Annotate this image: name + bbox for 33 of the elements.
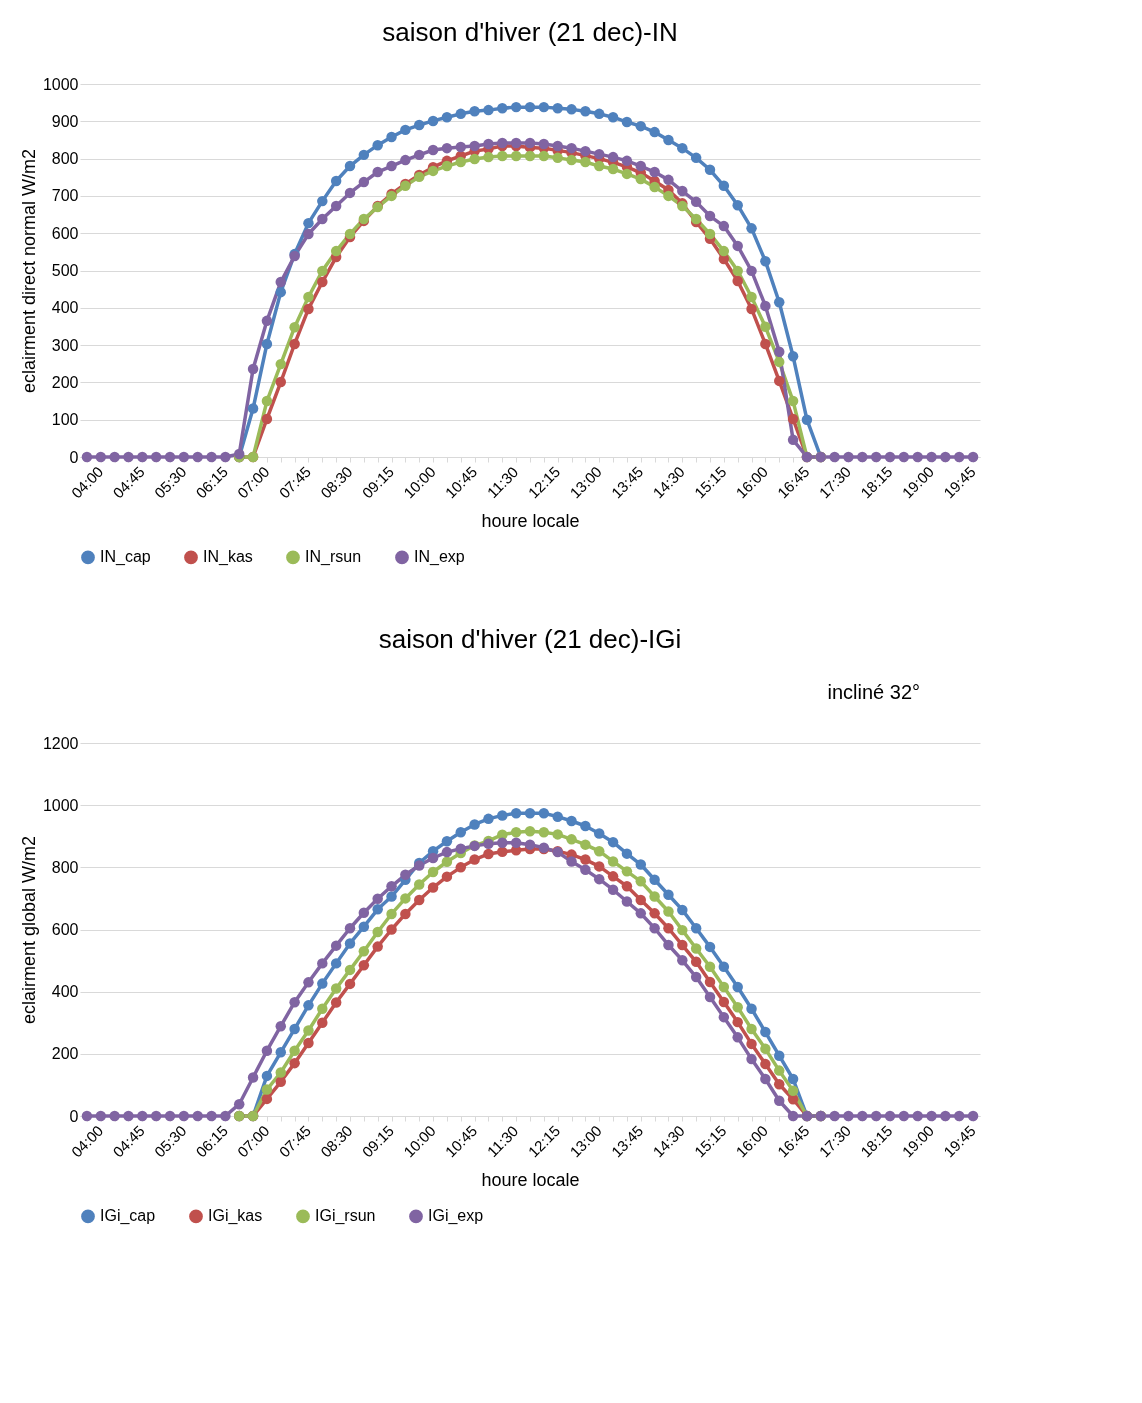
chart-title: saison d'hiver (21 dec)-IGi bbox=[378, 624, 682, 654]
x-axis-title: houre locale bbox=[481, 511, 580, 532]
legend-label: IGi_exp bbox=[428, 1207, 484, 1226]
y-tick-label: 500 bbox=[51, 262, 79, 279]
x-axis-title: houre locale bbox=[481, 1170, 580, 1191]
legend-label: IGi_rsun bbox=[315, 1207, 376, 1226]
y-tick-label: 900 bbox=[51, 112, 79, 130]
legend-label: IN_rsun bbox=[305, 548, 362, 567]
y-tick-label: 0 bbox=[69, 1107, 79, 1125]
chart-title: saison d'hiver (21 dec)-IN bbox=[382, 17, 678, 47]
y-axis-title: eclairment global W/m2 bbox=[18, 835, 39, 1025]
y-tick-label: 1000 bbox=[42, 796, 79, 814]
y-tick-label: 700 bbox=[51, 187, 79, 205]
y-tick-label: 800 bbox=[51, 858, 79, 876]
y-tick-label: 1200 bbox=[42, 734, 79, 752]
legend-label: IN_kas bbox=[203, 548, 253, 567]
y-tick-label: 400 bbox=[51, 299, 79, 317]
y-tick-label: 800 bbox=[51, 150, 79, 168]
y-tick-label: 200 bbox=[51, 1045, 79, 1063]
y-tick-label: 300 bbox=[51, 336, 79, 354]
y-tick-label: 200 bbox=[51, 373, 79, 391]
y-tick-label: 600 bbox=[51, 921, 79, 938]
y-tick-label: 400 bbox=[51, 983, 79, 1001]
y-tick-label: 0 bbox=[69, 448, 79, 466]
legend-label: IGi_kas bbox=[208, 1207, 263, 1226]
y-tick-label: 1000 bbox=[42, 75, 79, 93]
y-axis-title: eclairment direct normal W/m2 bbox=[18, 148, 39, 394]
y-tick-label: 600 bbox=[51, 224, 79, 242]
text: incliné 32° bbox=[827, 681, 920, 703]
legend-label: IGi_cap bbox=[100, 1207, 156, 1226]
legend-label: IN_cap bbox=[100, 548, 151, 567]
legend-label: IN_exp bbox=[414, 548, 465, 567]
y-tick-label: 100 bbox=[51, 411, 79, 429]
